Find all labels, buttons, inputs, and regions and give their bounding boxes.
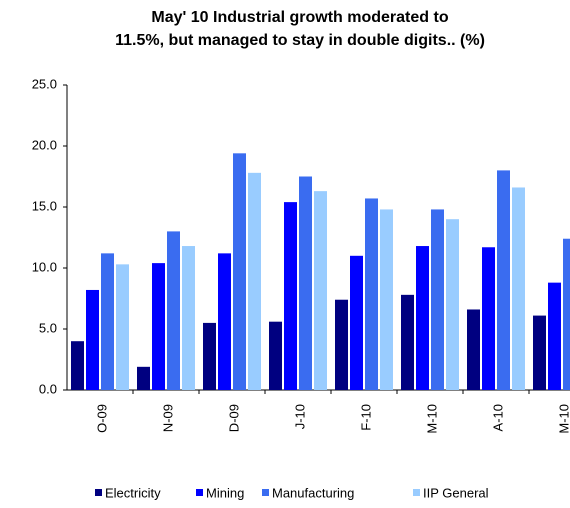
bar [167, 231, 180, 390]
legend-swatch [262, 489, 269, 496]
y-tick-label: 20.0 [32, 137, 57, 152]
bar [497, 170, 510, 390]
bar [335, 299, 348, 390]
legend-label: Mining [206, 485, 244, 500]
bar [218, 253, 231, 390]
legend-label: IIP General [423, 485, 489, 500]
bar [314, 191, 327, 390]
bar [533, 315, 546, 390]
bar [269, 321, 282, 390]
legend-label: Electricity [105, 485, 161, 500]
y-tick-label: 5.0 [39, 320, 57, 335]
x-tick-label: M-10 [556, 404, 570, 434]
x-tick-label: O-09 [94, 404, 109, 433]
y-tick-label: 10.0 [32, 259, 57, 274]
y-tick-label: 15.0 [32, 198, 57, 213]
x-tick-label: D-09 [226, 404, 241, 432]
bar [71, 341, 84, 390]
bar [203, 322, 216, 390]
legend-swatch [196, 489, 203, 496]
bar [101, 253, 114, 390]
legend-swatch [95, 489, 102, 496]
bar [467, 309, 480, 390]
x-tick-label: J-10 [292, 404, 307, 429]
legend-label: Manufacturing [272, 485, 354, 500]
bar [152, 263, 165, 390]
bar [416, 246, 429, 390]
chart-title: May' 10 Industrial growth moderated to [151, 9, 448, 26]
bar [512, 187, 525, 390]
bar [482, 247, 495, 390]
x-tick-label: N-09 [160, 404, 175, 432]
bar [86, 289, 99, 390]
legend-swatch [413, 489, 420, 496]
bar [182, 246, 195, 390]
bar [137, 366, 150, 390]
bar [446, 219, 459, 390]
chart-title: 11.5%, but managed to stay in double dig… [115, 32, 485, 49]
x-tick-label: A-10 [490, 404, 505, 431]
bar [248, 172, 261, 390]
bar [116, 264, 129, 390]
bar [350, 255, 363, 390]
x-tick-label: F-10 [358, 404, 373, 431]
x-tick-label: M-10 [424, 404, 439, 434]
bar [380, 209, 393, 390]
bar [299, 176, 312, 390]
bar [401, 294, 414, 390]
bar [563, 238, 570, 390]
y-tick-label: 0.0 [39, 381, 57, 396]
bar [233, 153, 246, 390]
bar [548, 282, 561, 390]
y-tick-label: 25.0 [32, 76, 57, 91]
bar [431, 209, 444, 390]
bar [365, 198, 378, 390]
bar [284, 202, 297, 390]
